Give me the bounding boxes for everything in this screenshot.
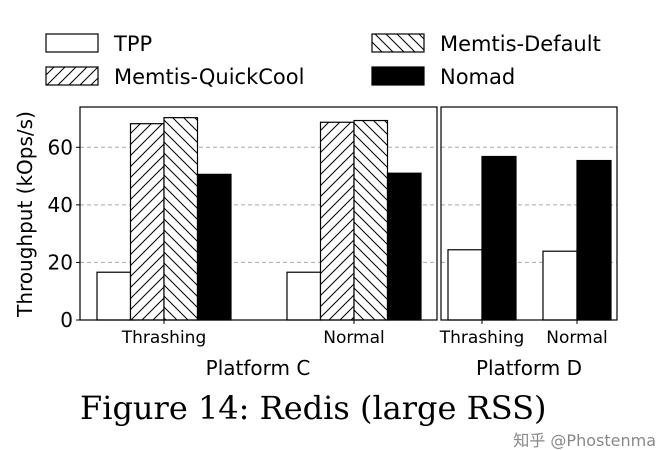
bar-nomad-thrashing xyxy=(481,155,517,321)
legend-swatch-memtis-default xyxy=(371,33,425,53)
panel-label-d: Platform D xyxy=(476,356,582,380)
bar-memtis-quickcool-normal xyxy=(319,121,355,321)
bar-nomad-normal xyxy=(386,172,422,321)
legend-label: Nomad xyxy=(440,65,515,89)
x-tick-label: Thrashing xyxy=(121,328,207,348)
legend-label: TPP xyxy=(113,32,152,56)
x-tick-label: Normal xyxy=(323,328,385,348)
y-tick-label: 40 xyxy=(48,193,73,217)
y-tick-label: 0 xyxy=(60,308,73,332)
x-tick-label: Normal xyxy=(546,328,608,348)
legend: TPP Memtis-QuickCool Memtis-Default Nomad xyxy=(45,32,601,89)
y-tick-label: 20 xyxy=(48,250,73,274)
panel-frame xyxy=(79,106,438,321)
y-tick-label: 60 xyxy=(48,135,73,159)
legend-label: Memtis-Default xyxy=(440,32,601,56)
axes-frames xyxy=(79,106,618,321)
bars xyxy=(96,117,612,321)
bar-tpp-thrashing xyxy=(447,249,483,321)
x-tick-label: Thrashing xyxy=(439,328,525,348)
panel-label-c: Platform C xyxy=(206,356,311,380)
panel-frame xyxy=(440,106,618,321)
bar-nomad-normal xyxy=(576,159,612,321)
bar-tpp-thrashing xyxy=(96,271,132,321)
bar-nomad-thrashing xyxy=(196,173,232,321)
legend-label: Memtis-QuickCool xyxy=(114,65,304,89)
bar-tpp-normal xyxy=(542,250,578,321)
y-ticks: 0 20 40 60 xyxy=(48,135,80,332)
legend-swatch-memtis-quickcool xyxy=(45,66,99,86)
y-axis-label: Throughput (kOps/s) xyxy=(13,111,37,318)
watermark: 知乎 @Phostenma xyxy=(513,431,656,450)
legend-swatch-nomad xyxy=(371,66,425,86)
x-ticks: Thrashing Normal Thrashing Normal xyxy=(121,320,608,348)
legend-swatch-tpp xyxy=(45,33,99,53)
figure-caption: Figure 14: Redis (large RSS) xyxy=(80,389,547,427)
bar-memtis-quickcool-thrashing xyxy=(129,123,165,321)
bar-tpp-normal xyxy=(286,271,322,321)
bar-memtis-default-thrashing xyxy=(163,117,199,321)
bar-memtis-default-normal xyxy=(353,119,389,321)
